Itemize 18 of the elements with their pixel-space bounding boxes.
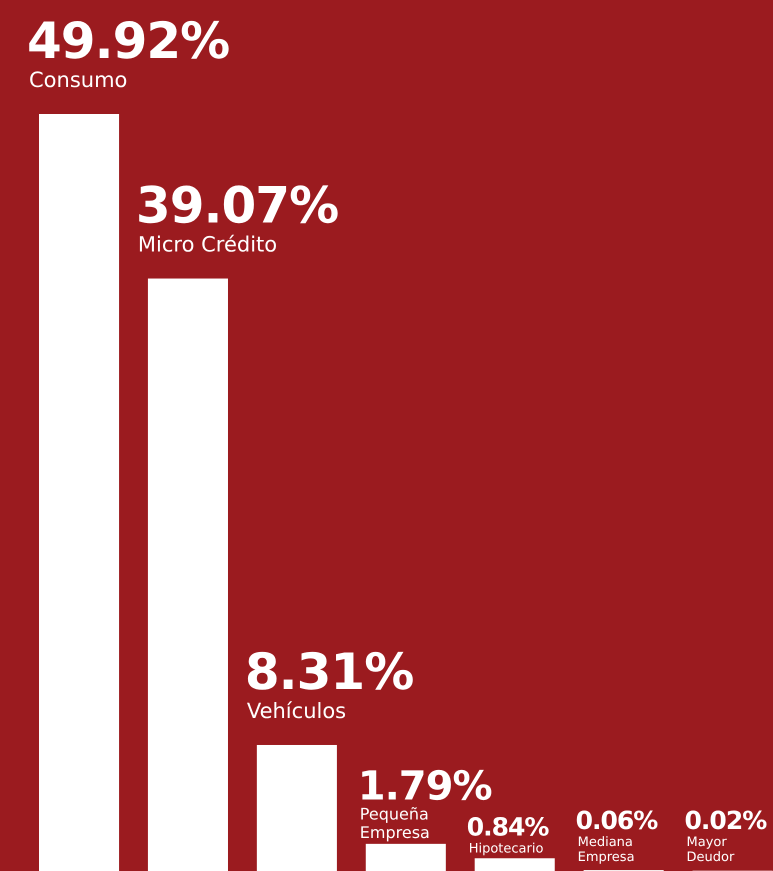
x-tick-label: Pequeña Empresa [360, 804, 430, 842]
bar [39, 114, 120, 871]
data-label: 0.02% [684, 806, 768, 836]
bar [256, 744, 337, 871]
x-tick-label: Mediana Empresa [578, 835, 635, 865]
x-tick-label: Consumo [29, 68, 128, 92]
x-tick-label: Mayor Deudor [686, 835, 735, 865]
x-tick-label: Micro Crédito [138, 232, 278, 257]
data-label: 0.06% [576, 806, 658, 836]
data-label: 8.31% [244, 642, 414, 701]
data-label: 0.84% [466, 812, 550, 842]
bar [366, 844, 446, 871]
x-tick-label: Vehículos [246, 698, 346, 723]
bar [148, 278, 228, 871]
x-tick-label: Hipotecario [468, 841, 544, 856]
data-label: 49.92% [27, 12, 230, 70]
data-label: 39.07% [136, 176, 338, 235]
bar [474, 858, 555, 871]
